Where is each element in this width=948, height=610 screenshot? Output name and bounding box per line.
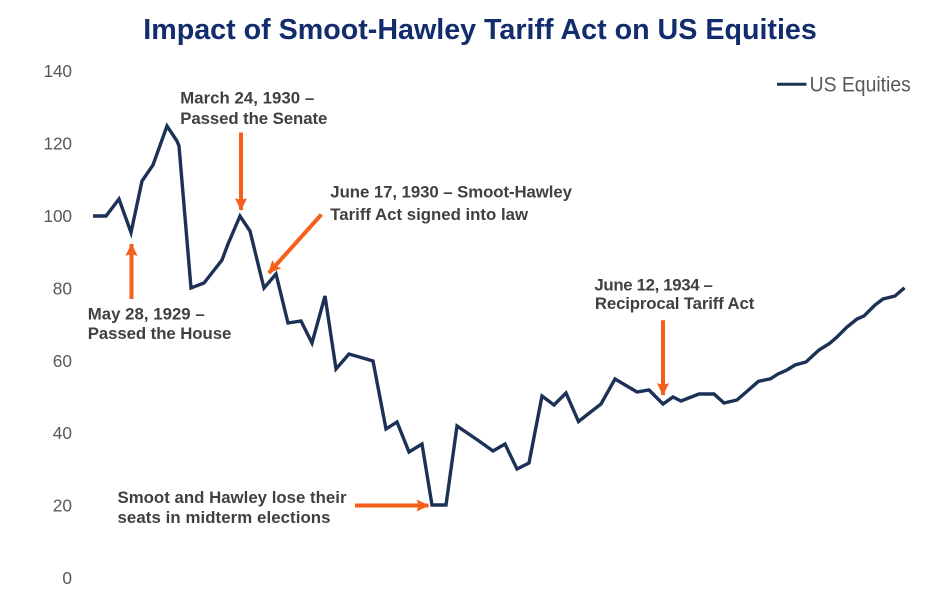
svg-text:60: 60 — [53, 351, 72, 371]
svg-text:June 17, 1930 – Smoot-Hawley: June 17, 1930 – Smoot-Hawley — [330, 182, 572, 201]
svg-text:Reciprocal Tariff Act: Reciprocal Tariff Act — [595, 294, 755, 313]
svg-text:Smoot and Hawley lose their: Smoot and Hawley lose their — [118, 488, 347, 507]
svg-text:80: 80 — [53, 278, 72, 298]
svg-text:100: 100 — [44, 206, 73, 226]
svg-text:March 24, 1930 –: March 24, 1930 – — [180, 88, 314, 107]
svg-text:May 28, 1929 –: May 28, 1929 – — [88, 304, 205, 323]
svg-text:Impact of Smoot-Hawley Tariff: Impact of Smoot-Hawley Tariff Act on US … — [143, 14, 817, 46]
svg-text:140: 140 — [44, 61, 73, 81]
svg-text:seats in midterm elections: seats in midterm elections — [118, 508, 331, 527]
svg-text:Tariff Act signed into law: Tariff Act signed into law — [330, 205, 529, 224]
svg-text:40: 40 — [53, 423, 72, 443]
svg-text:20: 20 — [53, 495, 72, 515]
svg-text:120: 120 — [44, 134, 73, 154]
svg-text:Passed the Senate: Passed the Senate — [180, 109, 327, 128]
svg-text:Passed the House: Passed the House — [88, 324, 232, 343]
svg-text:June 12, 1934 –: June 12, 1934 – — [594, 275, 713, 294]
svg-text:US Equities: US Equities — [810, 73, 911, 96]
svg-text:0: 0 — [62, 568, 72, 588]
